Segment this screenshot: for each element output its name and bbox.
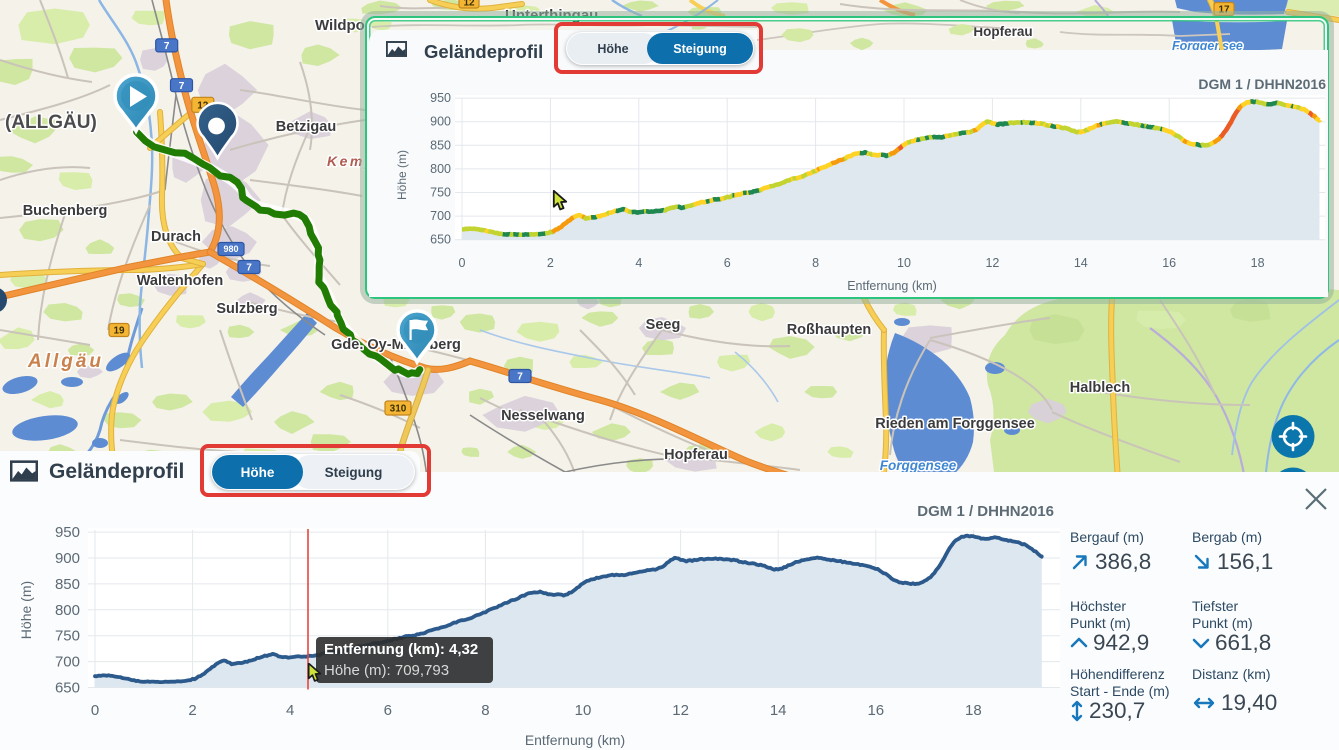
svg-text:900: 900	[55, 550, 80, 567]
svg-text:12: 12	[672, 702, 689, 719]
svg-text:Hopferau: Hopferau	[664, 447, 728, 463]
svg-text:16: 16	[867, 702, 884, 719]
svg-text:Waltenhofen: Waltenhofen	[137, 273, 223, 289]
svg-text:750: 750	[430, 186, 451, 200]
svg-text:18: 18	[965, 702, 982, 719]
svg-text:10: 10	[897, 256, 911, 270]
svg-text:850: 850	[55, 576, 80, 593]
svg-text:Unterthingau: Unterthingau	[505, 7, 598, 24]
svg-text:Nesselwang: Nesselwang	[501, 408, 585, 424]
svg-text:18: 18	[1251, 256, 1265, 270]
svg-text:700: 700	[55, 654, 80, 671]
svg-text:19: 19	[113, 326, 125, 337]
svg-text:650: 650	[430, 233, 451, 247]
svg-text:Halblech: Halblech	[1070, 380, 1130, 396]
svg-text:800: 800	[430, 162, 451, 176]
svg-text:12: 12	[463, 0, 475, 9]
svg-text:Durach: Durach	[151, 229, 201, 245]
svg-text:7: 7	[164, 41, 170, 52]
svg-text:Roßhaupten: Roßhaupten	[787, 322, 872, 338]
svg-text:750: 750	[55, 628, 80, 645]
svg-text:4: 4	[286, 702, 294, 719]
svg-text:14: 14	[1074, 256, 1088, 270]
svg-text:900: 900	[430, 115, 451, 129]
svg-text:2: 2	[188, 702, 196, 719]
svg-text:Rieden am Forggensee: Rieden am Forggensee	[875, 416, 1035, 432]
svg-text:12: 12	[197, 100, 209, 111]
svg-text:7: 7	[179, 81, 185, 92]
svg-text:Betzigau: Betzigau	[276, 119, 336, 135]
svg-text:310: 310	[390, 404, 407, 415]
svg-text:4: 4	[635, 256, 642, 270]
svg-text:6: 6	[384, 702, 392, 719]
svg-text:Allgäu: Allgäu	[27, 351, 104, 372]
svg-text:7: 7	[246, 263, 252, 274]
svg-text:980: 980	[223, 244, 238, 254]
svg-text:Forggensee: Forggensee	[880, 458, 957, 473]
svg-text:Gde. Oy-Mittelberg: Gde. Oy-Mittelberg	[331, 337, 461, 353]
svg-text:800: 800	[55, 602, 80, 619]
svg-text:7: 7	[517, 372, 523, 383]
svg-text:Entfernung (km): Entfernung (km)	[525, 732, 625, 748]
svg-text:6: 6	[724, 256, 731, 270]
svg-text:8: 8	[481, 702, 489, 719]
svg-text:Höhe (m): Höhe (m)	[18, 581, 34, 639]
svg-text:700: 700	[430, 209, 451, 223]
svg-text:950: 950	[430, 91, 451, 105]
svg-text:Höhe (m): Höhe (m)	[395, 150, 409, 200]
svg-text:Seeg: Seeg	[646, 317, 681, 333]
svg-text:14: 14	[770, 702, 787, 719]
svg-text:850: 850	[430, 138, 451, 152]
svg-text:N (ALLGÄU): N (ALLGÄU)	[0, 112, 97, 133]
svg-text:16: 16	[1162, 256, 1176, 270]
svg-text:Entfernung (km): Entfernung (km)	[847, 279, 937, 293]
svg-text:2: 2	[547, 256, 554, 270]
svg-text:650: 650	[55, 680, 80, 697]
svg-text:0: 0	[91, 702, 99, 719]
svg-text:Wildpo: Wildpo	[315, 17, 365, 34]
svg-text:17: 17	[1218, 5, 1230, 16]
svg-text:Sulzberg: Sulzberg	[216, 301, 277, 317]
svg-text:950: 950	[55, 524, 80, 541]
svg-text:Buchenberg: Buchenberg	[23, 203, 108, 219]
svg-text:10: 10	[575, 702, 592, 719]
svg-text:12: 12	[985, 256, 999, 270]
svg-text:8: 8	[812, 256, 819, 270]
svg-text:0: 0	[459, 256, 466, 270]
